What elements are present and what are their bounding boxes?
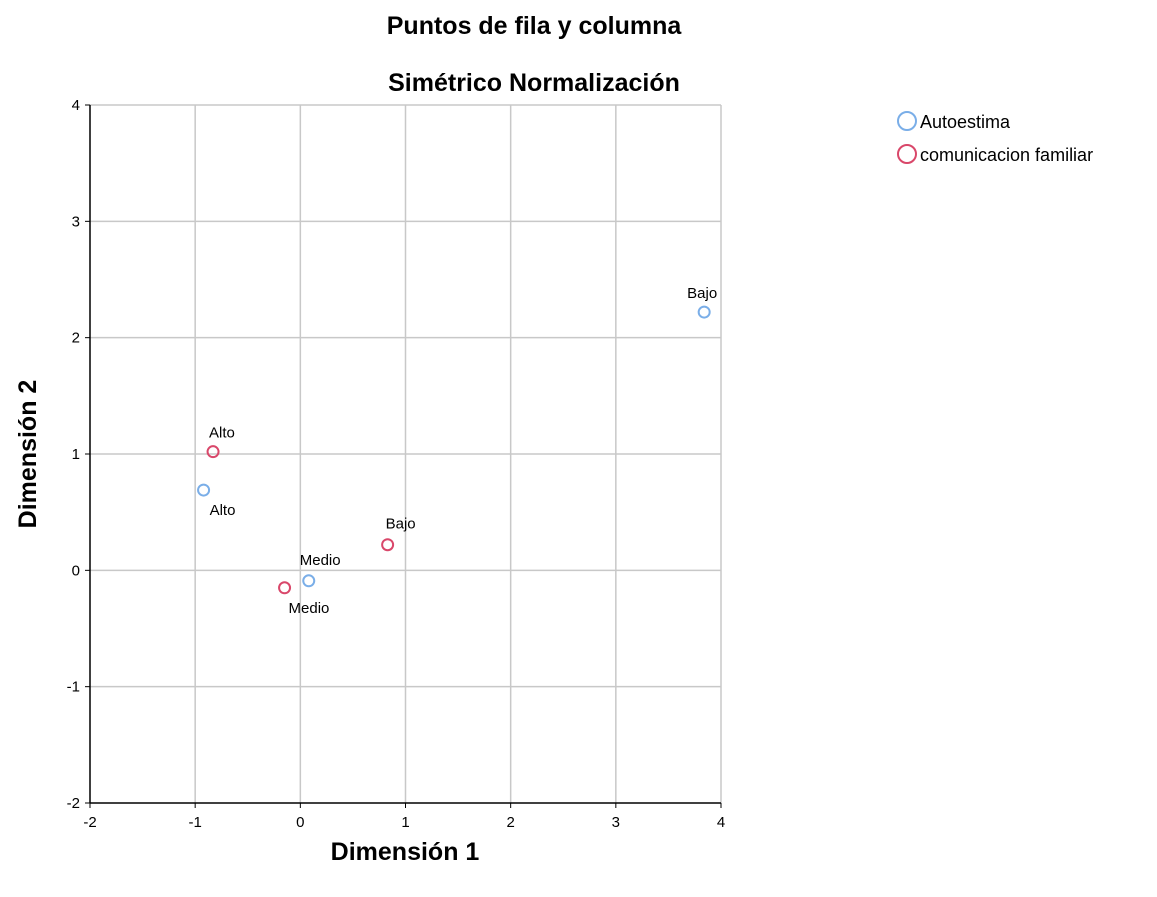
- point-autoestima-medio: [302, 574, 316, 588]
- x-tick-labels: -2 -1 0 1 2 3 4: [83, 814, 725, 831]
- x-tick-label-6: 4: [717, 814, 725, 831]
- x-tick-label-1: -1: [188, 814, 201, 831]
- point-label-comunicacion-alto: Alto: [209, 425, 235, 442]
- x-tick-label-2: 0: [296, 814, 304, 831]
- point-autoestima-bajo: [697, 305, 711, 319]
- point-labels: Bajo Alto Medio Alto Bajo Medio: [209, 285, 717, 617]
- legend: Autoestima comunicacion familiar: [897, 111, 1093, 165]
- point-label-comunicacion-bajo: Bajo: [386, 516, 416, 533]
- y-tick-label-0: -2: [67, 795, 80, 812]
- x-tick-label-5: 3: [612, 814, 620, 831]
- y-tick-label-2: 0: [72, 562, 80, 579]
- point-label-autoestima-alto: Alto: [210, 502, 236, 519]
- y-axis-title: Dimensión 2: [14, 380, 42, 529]
- point-autoestima-alto: [197, 483, 211, 497]
- chart-subtitle: Simétrico Normalización: [388, 69, 680, 97]
- legend-label-1: comunicacion familiar: [920, 145, 1093, 165]
- y-tick-labels: -2 -1 0 1 2 3 4: [67, 97, 80, 812]
- point-comunicacion-medio: [278, 581, 292, 595]
- y-tick-label-1: -1: [67, 679, 80, 696]
- chart-title: Puntos de fila y columna: [387, 12, 683, 40]
- x-tick-label-0: -2: [83, 814, 96, 831]
- legend-label-0: Autoestima: [920, 112, 1011, 132]
- x-tick-label-3: 1: [401, 814, 409, 831]
- y-tick-label-4: 2: [72, 330, 80, 347]
- legend-marker-0: [897, 111, 917, 131]
- data-points: [197, 305, 711, 595]
- point-comunicacion-bajo: [381, 538, 395, 552]
- point-comunicacion-alto: [206, 445, 220, 459]
- y-tick-label-5: 3: [72, 213, 80, 230]
- point-label-comunicacion-medio: Medio: [289, 600, 330, 617]
- point-label-autoestima-medio: Medio: [300, 552, 341, 569]
- x-axis-title: Dimensión 1: [331, 838, 480, 866]
- y-tick-label-6: 4: [72, 97, 80, 114]
- axes: [85, 104, 722, 808]
- legend-marker-1: [897, 144, 917, 164]
- x-tick-label-4: 2: [506, 814, 514, 831]
- y-tick-label-3: 1: [72, 446, 80, 463]
- grid-lines: [90, 104, 722, 803]
- point-label-autoestima-bajo: Bajo: [687, 285, 717, 302]
